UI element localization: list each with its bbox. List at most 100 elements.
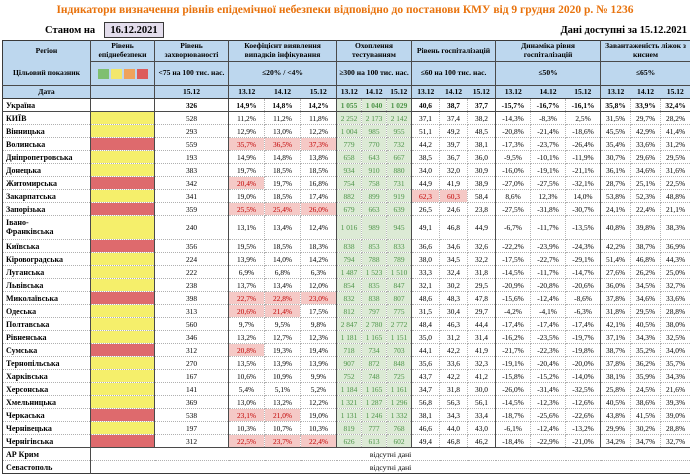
value-cell: 13,1% [228,215,265,240]
value-cell: 2 772 [386,317,413,331]
value-cell: 19,0% [300,408,338,422]
epidemic-level-cell [90,124,155,138]
value-cell: -15,2% [530,369,567,383]
value-cell: 356 [154,239,229,253]
value-cell: 44,9 [411,176,441,190]
value-cell: 35,2% [630,343,662,357]
value-cell: 34,7 [411,382,441,396]
value-cell: 167 [154,369,229,383]
value-cell: 52,3% [630,189,662,203]
value-cell: 910 [361,163,388,177]
value-cell: 13,4% [264,278,301,292]
value-cell: 13,2% [228,330,265,344]
value-cell: 1 184 [336,382,363,396]
value-cell: -10,1% [530,150,567,164]
value-cell: 21,1% [660,202,690,216]
value-cell: 14,8% [264,150,301,164]
value-cell: 35,7% [228,137,265,151]
epidemic-level-cell [90,202,155,216]
value-cell: 36,0% [600,278,632,292]
value-cell: 5,1% [264,382,301,396]
value-cell: 10,7% [264,421,301,435]
value-cell: 1 165 [361,330,388,344]
table-row: Полтавська 560 9,7% 9,5% 9,8% 2 847 2 780 2 772… [2,317,690,331]
value-cell: 732 [386,137,413,151]
value-cell: 18,5% [264,163,301,177]
value-cell: 21,4% [264,304,301,318]
value-cell: -22,9% [530,434,567,448]
value-cell: 37,8% [600,356,632,370]
region-name: Херсонська [2,382,91,396]
epidemic-level-cell [90,291,155,305]
date-header: 13.12 [336,85,362,99]
legend-square-icon [97,68,109,79]
table-row: Житомирська 342 20,4% 19,7% 16,8% 754 758 731 44… [2,176,690,190]
value-cell: 19,3% [264,343,301,357]
value-cell: 31,8% [600,304,632,318]
value-cell: 11,8% [300,111,338,125]
value-cell: 34,6% [630,291,662,305]
value-cell: -20,0% [565,356,602,370]
page-title: Індикатори визначення рівнів епідемічної… [56,4,634,16]
value-cell: 58,4 [467,189,497,203]
value-cell: 238 [154,278,229,292]
value-cell: -24,3% [565,239,602,253]
table-row: Сумська 312 20,8% 19,3% 19,4% 718 734 703 44,1 42… [2,343,690,357]
value-cell: 46,8 [439,434,469,448]
value-cell: -22,2% [495,239,532,253]
value-cell: -15,7% [495,98,532,112]
target-value: ≥300 на 100 тис. нас. [336,61,412,86]
value-cell: 25,4% [264,202,301,216]
value-cell: 13,5% [228,356,265,370]
value-cell: 838 [336,239,363,253]
value-cell: 663 [361,202,388,216]
data-available-label: Дані доступні за 15.12.2021 [560,25,687,36]
value-cell: 847 [386,278,413,292]
table-row: Севастополь відсутні дані [2,460,690,474]
value-cell: 1 296 [386,395,413,409]
date-header: 15.12 [660,85,690,99]
value-cell: 28,7% [600,176,632,190]
value-cell: -17,5% [495,252,532,266]
value-cell: -25,6% [530,408,567,422]
value-cell: 703 [386,343,413,357]
value-cell: 559 [154,137,229,151]
value-cell: 1 016 [336,215,363,240]
value-cell: -19,8% [565,343,602,357]
region-name: Харківська [2,369,91,383]
value-cell: 32,3 [467,356,497,370]
value-cell: -27,5% [530,176,567,190]
value-cell: 37,8% [600,291,632,305]
value-cell: 25,8% [600,382,632,396]
value-cell: 1 487 [336,265,363,279]
danger-level-legend [90,61,155,86]
value-cell: -14,3% [495,111,532,125]
epidemic-level-cell [90,98,155,112]
table-row: Дніпропетровська 193 14,9% 14,8% 13,8% 658 643… [2,150,690,164]
value-cell: 48,8% [660,189,690,203]
date-header: 15.12 [300,85,337,99]
value-cell: 43,8% [600,408,632,422]
epidemic-level-cell [90,330,155,344]
as-of-date-box[interactable]: 16.12.2021 [104,22,164,38]
value-cell: 848 [386,356,413,370]
value-cell: -14,5% [495,265,532,279]
value-cell: 38,3% [660,215,690,240]
value-cell: 14,2% [300,252,338,266]
value-cell: 12,4% [300,215,338,240]
value-cell: 13,9% [264,356,301,370]
value-cell: -21,4% [530,124,567,138]
value-cell: 42,9% [630,124,662,138]
value-cell: 1 131 [336,408,363,422]
date-header: 15.12 [565,85,601,99]
value-cell: 31,5 [411,304,441,318]
value-cell: 30,2 [439,278,469,292]
value-cell: -15,6% [495,291,532,305]
corner-region-label: Регіон [2,40,91,62]
value-cell: 34,3% [660,369,690,383]
value-cell: 38,7% [600,343,632,357]
region-name: Львівська [2,278,91,292]
epidemic-level-cell [90,189,155,203]
value-cell: 19,7% [264,176,301,190]
region-name: Полтавська [2,317,91,331]
